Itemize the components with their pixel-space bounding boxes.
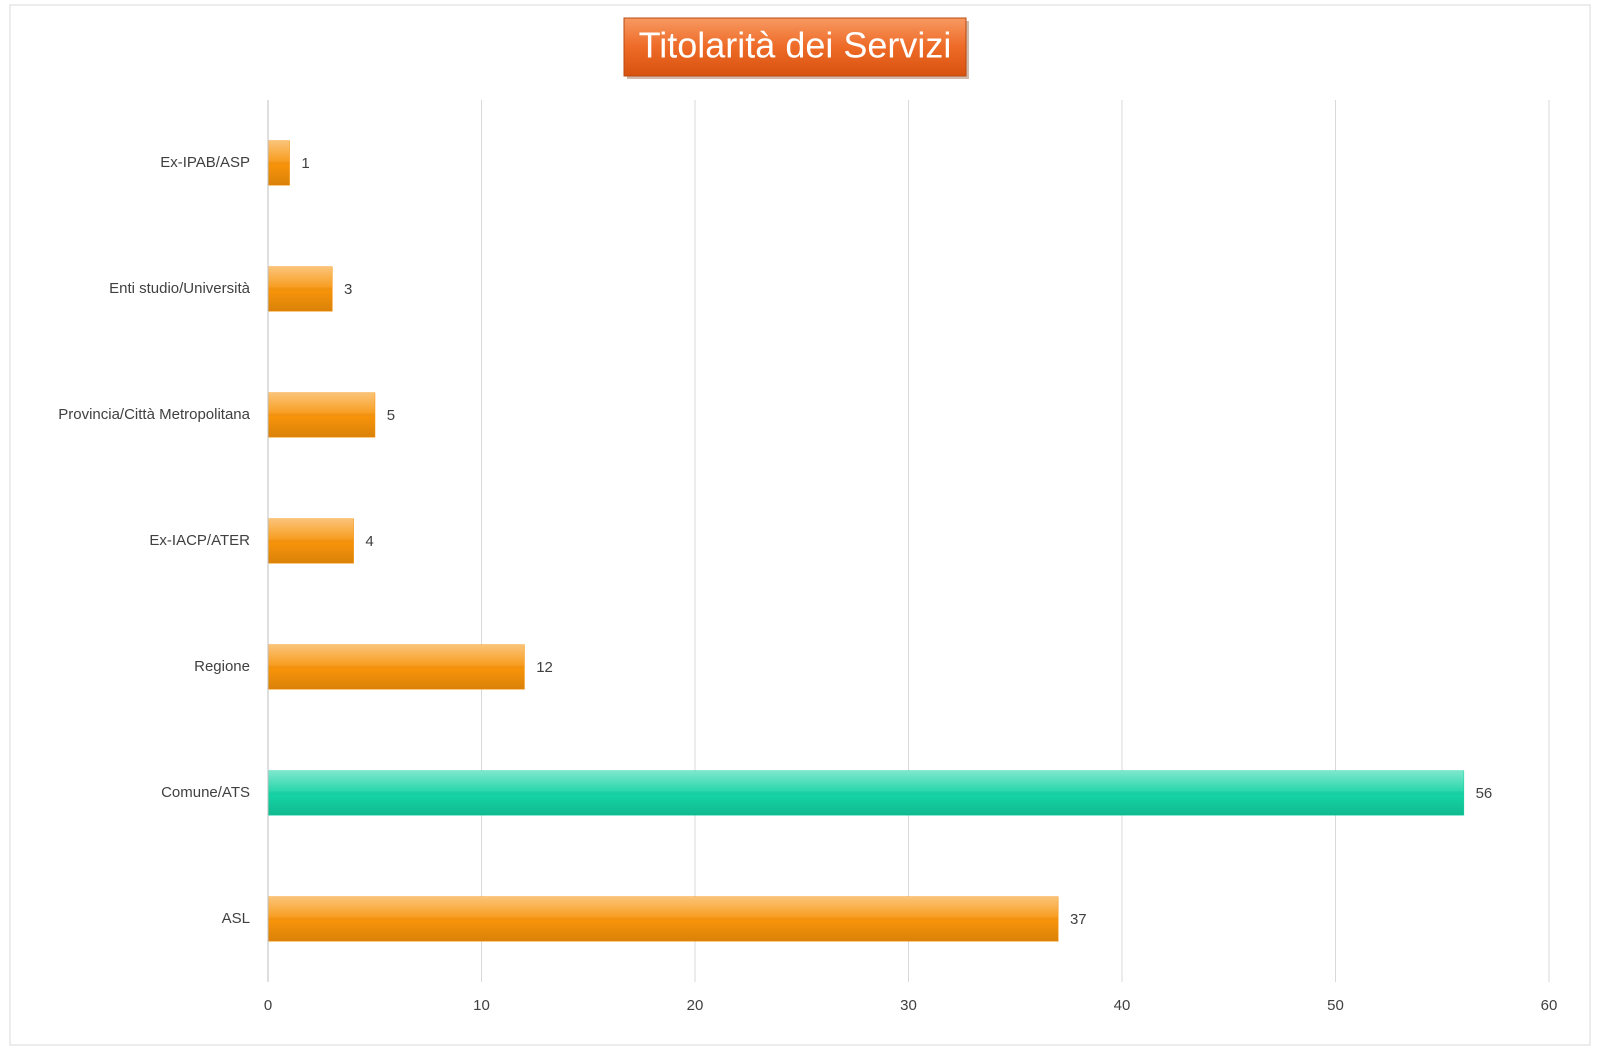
data-label: 5 xyxy=(387,407,395,424)
x-tick-label: 30 xyxy=(900,997,917,1014)
data-label: 37 xyxy=(1070,911,1087,928)
title-box xyxy=(623,17,967,77)
bar-sheen xyxy=(268,141,290,185)
y-tick-label: Regione xyxy=(194,658,250,675)
y-tick-label: Enti studio/Università xyxy=(109,280,251,297)
bar-sheen xyxy=(268,519,354,563)
y-tick-label: Ex-IACP/ATER xyxy=(149,532,250,549)
x-tick-label: 0 xyxy=(264,997,272,1014)
y-tick-label: Ex-IPAB/ASP xyxy=(160,154,250,171)
y-tick-label: Comune/ATS xyxy=(161,784,250,801)
bar-sheen xyxy=(268,267,333,311)
x-tick-label: 50 xyxy=(1327,997,1344,1014)
x-tick-label: 20 xyxy=(687,997,704,1014)
bar-sheen xyxy=(268,771,1464,815)
bar-sheen xyxy=(268,393,375,437)
x-tick-label: 60 xyxy=(1541,997,1558,1014)
x-tick-label: 40 xyxy=(1114,997,1131,1014)
bar-sheen xyxy=(268,897,1058,941)
data-label: 56 xyxy=(1476,785,1493,802)
data-label: 12 xyxy=(536,659,553,676)
bar-sheen xyxy=(268,645,525,689)
data-label: 1 xyxy=(301,155,309,172)
chart-title: Titolarità dei Servizi xyxy=(639,25,952,66)
y-tick-label: ASL xyxy=(222,910,250,927)
y-tick-label: Provincia/Città Metropolitana xyxy=(58,406,250,423)
data-label: 3 xyxy=(344,281,352,298)
x-tick-label: 10 xyxy=(473,997,490,1014)
data-label: 4 xyxy=(365,533,373,550)
